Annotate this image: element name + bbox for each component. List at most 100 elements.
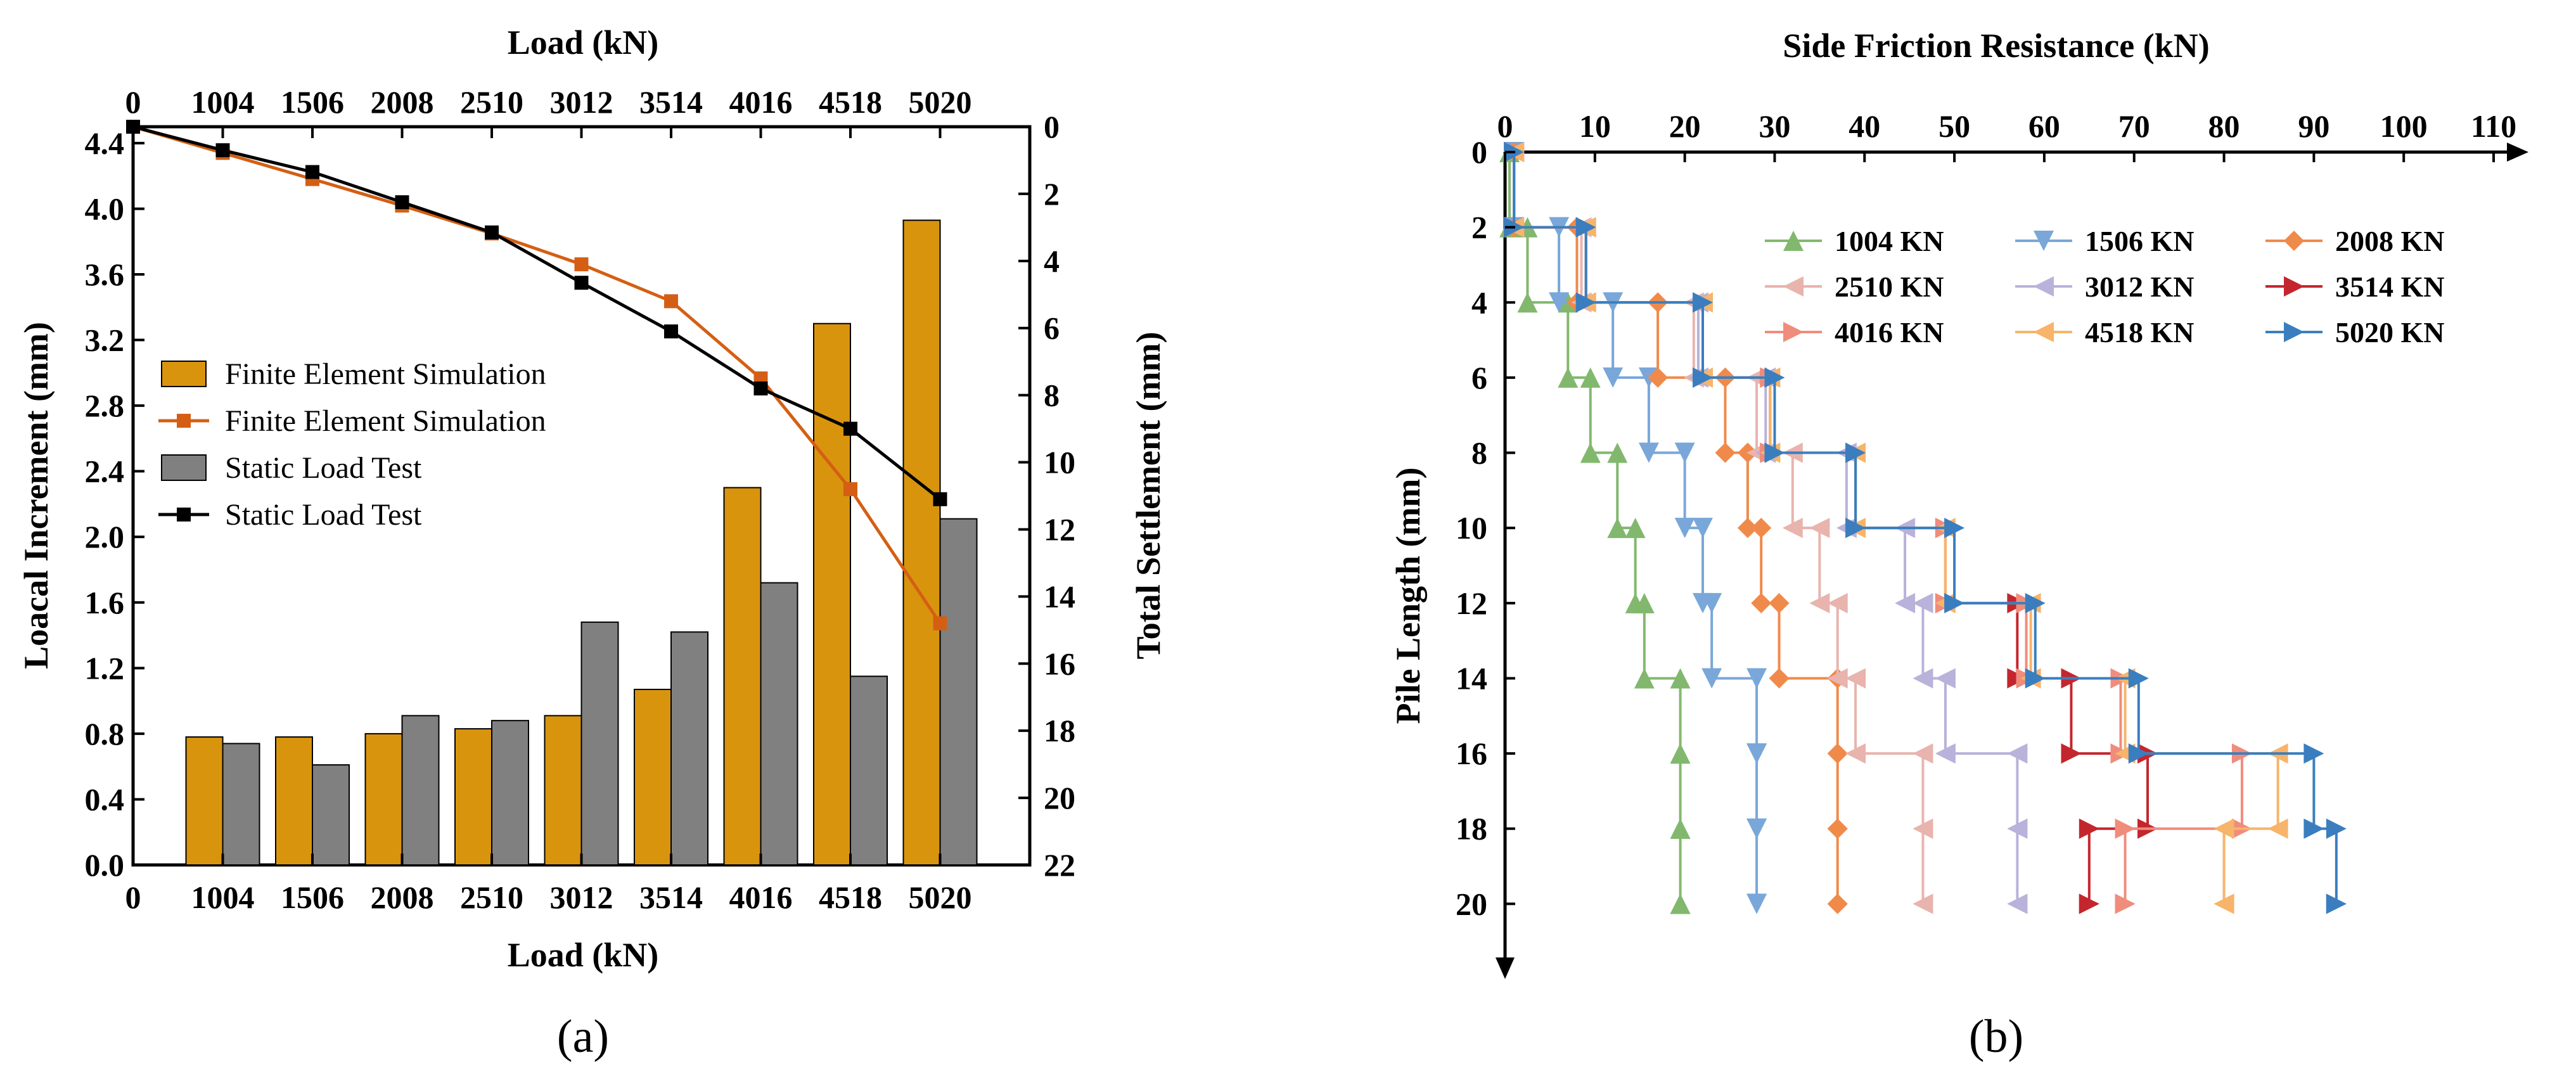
bar-fem — [902, 219, 941, 866]
right-y-tick-label: 22 — [1044, 847, 1075, 883]
panel-b-ticks: 0 10 20 30 40 50 60 70 80 90 100 110 0 2 4 6 8 10 12 14 16 18… — [1456, 108, 2516, 921]
right-y-tick-label: 18 — [1044, 713, 1075, 748]
b-x-tick-label: 90 — [2298, 108, 2329, 144]
marker-triangle-left — [2034, 322, 2054, 342]
top-x-tick-label: 5020 — [909, 84, 972, 120]
legend-line-marker — [177, 508, 191, 522]
marker-triangle-right — [1764, 367, 1785, 388]
b-y-tick-label: 2 — [1471, 210, 1487, 245]
bar-fem — [454, 728, 492, 866]
b-y-tick-label: 18 — [1456, 811, 1487, 847]
b-y-tick-label: 6 — [1471, 360, 1487, 395]
marker-triangle-down — [1603, 367, 1624, 388]
marker-triangle-right — [2079, 893, 2099, 914]
b-y-axis-arrow — [1496, 957, 1515, 979]
b-x-tick-label: 100 — [2380, 108, 2428, 144]
marker-triangle-up — [1625, 518, 1646, 539]
marker-triangle-left — [1895, 592, 1916, 613]
left-y-tick-label: 1.6 — [85, 585, 125, 620]
marker-triangle-left — [1809, 518, 1830, 539]
b-x-tick-label: 20 — [1669, 108, 1701, 144]
marker-triangle-right — [2061, 743, 2082, 764]
bottom-x-tick-label: 5020 — [909, 880, 972, 915]
bar-test — [670, 631, 708, 866]
marker-triangle-up — [1607, 442, 1628, 463]
bar-test — [850, 675, 888, 866]
marker-diamond — [2284, 231, 2304, 251]
marker-triangle-right — [2326, 893, 2347, 914]
marker-triangle-up — [1634, 668, 1655, 689]
line-point-test — [215, 143, 230, 158]
marker-triangle-left — [2267, 818, 2288, 839]
legend-label: 3514 KN — [2335, 271, 2445, 303]
b-y-tick-label: 12 — [1456, 586, 1487, 621]
marker-triangle-left — [2214, 818, 2234, 839]
left-y-tick-label: 4.4 — [85, 125, 125, 161]
marker-triangle-right — [1944, 518, 1965, 539]
legend-bar-swatch — [161, 454, 207, 481]
panel-b-friction-chart: 0 10 20 30 40 50 60 70 80 90 100 110 0 2 4 6 8 10 12 14 16 18… — [1389, 27, 2528, 1063]
marker-triangle-up — [1625, 592, 1646, 613]
bar-fem — [544, 715, 582, 866]
left-y-tick-label: 2.8 — [85, 388, 125, 423]
panel-a-bars — [185, 219, 978, 866]
legend-label: 3012 KN — [2085, 271, 2195, 303]
marker-triangle-left — [1827, 592, 1848, 613]
series-line — [1513, 152, 1839, 904]
marker-triangle-down — [1746, 818, 1767, 839]
line-point-fem — [574, 257, 589, 272]
marker-triangle-right — [1693, 367, 1713, 388]
line-fem — [132, 125, 942, 625]
legend-line-marker — [177, 414, 191, 428]
marker-triangle-left — [1913, 893, 1933, 914]
marker-triangle-right — [1845, 518, 1866, 539]
b-y-tick-label: 8 — [1471, 435, 1487, 471]
panel-b-legend: 1004 KN 1506 KN 2008 KN 2510 KN 3012 KN 3514 … — [1765, 225, 2445, 349]
line-point-test — [485, 225, 499, 240]
marker-diamond — [1737, 518, 1758, 539]
panel-b-label: (b) — [1969, 1011, 2023, 1063]
marker-diamond — [1827, 743, 1848, 764]
marker-triangle-right — [1764, 442, 1785, 463]
marker-triangle-right — [2025, 668, 2046, 689]
marker-triangle-up — [1783, 231, 1804, 251]
right-y-tick-label: 12 — [1044, 511, 1075, 547]
b-y-tick-label: 4 — [1471, 285, 1487, 320]
legend-label: 1004 KN — [1835, 225, 1944, 257]
bar-fem — [185, 736, 224, 866]
marker-triangle-up — [1517, 292, 1538, 313]
legend-label: Static Load Test — [225, 451, 422, 485]
series-line — [1513, 152, 2338, 904]
legend-bar-swatch — [161, 361, 207, 387]
marker-triangle-right — [2284, 322, 2304, 342]
marker-triangle-up — [1670, 893, 1691, 914]
marker-triangle-left — [1913, 592, 1933, 613]
marker-triangle-right — [2128, 668, 2149, 689]
marker-triangle-left — [2007, 893, 2028, 914]
b-y-tick-label: 14 — [1456, 660, 1487, 696]
b-y-tick-label: 16 — [1456, 736, 1487, 771]
marker-triangle-left — [2214, 893, 2234, 914]
b-x-tick-label: 50 — [1938, 108, 1970, 144]
marker-triangle-down — [1674, 442, 1695, 463]
b-y-tick-label: 0 — [1471, 134, 1487, 170]
top-x-tick-label: 3514 — [639, 84, 703, 120]
bar-test — [401, 715, 440, 866]
panel-b-x-title: Side Friction Resistance (kN) — [1783, 27, 2209, 65]
marker-triangle-left — [2007, 818, 2028, 839]
right-y-tick-label: 14 — [1044, 579, 1075, 614]
top-x-tick-label: 1004 — [191, 84, 255, 120]
series-line — [1513, 152, 2149, 904]
series-line — [1508, 152, 1682, 904]
bar-test — [580, 621, 619, 866]
marker-triangle-up — [1607, 518, 1628, 539]
top-x-tick-label: 4016 — [729, 84, 793, 120]
b-x-tick-label: 30 — [1759, 108, 1790, 144]
left-y-tick-label: 1.2 — [85, 650, 125, 686]
top-x-tick-label: 2510 — [460, 84, 523, 120]
marker-triangle-down — [1746, 668, 1767, 689]
marker-triangle-left — [1845, 668, 1866, 689]
marker-triangle-down — [1701, 668, 1722, 689]
left-y-tick-label: 2.0 — [85, 519, 125, 554]
